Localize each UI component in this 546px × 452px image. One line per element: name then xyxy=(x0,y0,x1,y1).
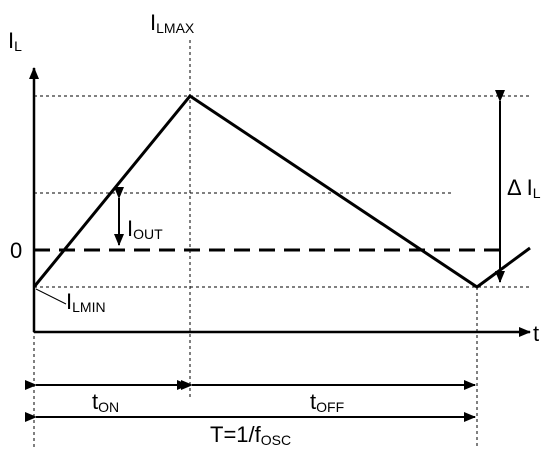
inductor-current-waveform xyxy=(32,93,531,289)
toff-label: tOFF xyxy=(310,389,344,415)
delta-il-label: Δ IL xyxy=(507,175,541,201)
ilmax-label: ILMAX xyxy=(150,10,195,36)
ilmin-label: ILMIN xyxy=(66,289,106,315)
y-axis-label: IL xyxy=(8,28,22,54)
ilmin-leader-line xyxy=(35,288,67,305)
period-label: T=1/fOSC xyxy=(210,422,291,448)
zero-label: 0 xyxy=(10,238,22,263)
ton-label: tON xyxy=(92,389,119,415)
iout-label: IOUT xyxy=(127,216,163,242)
x-axis-label: t xyxy=(533,321,539,346)
